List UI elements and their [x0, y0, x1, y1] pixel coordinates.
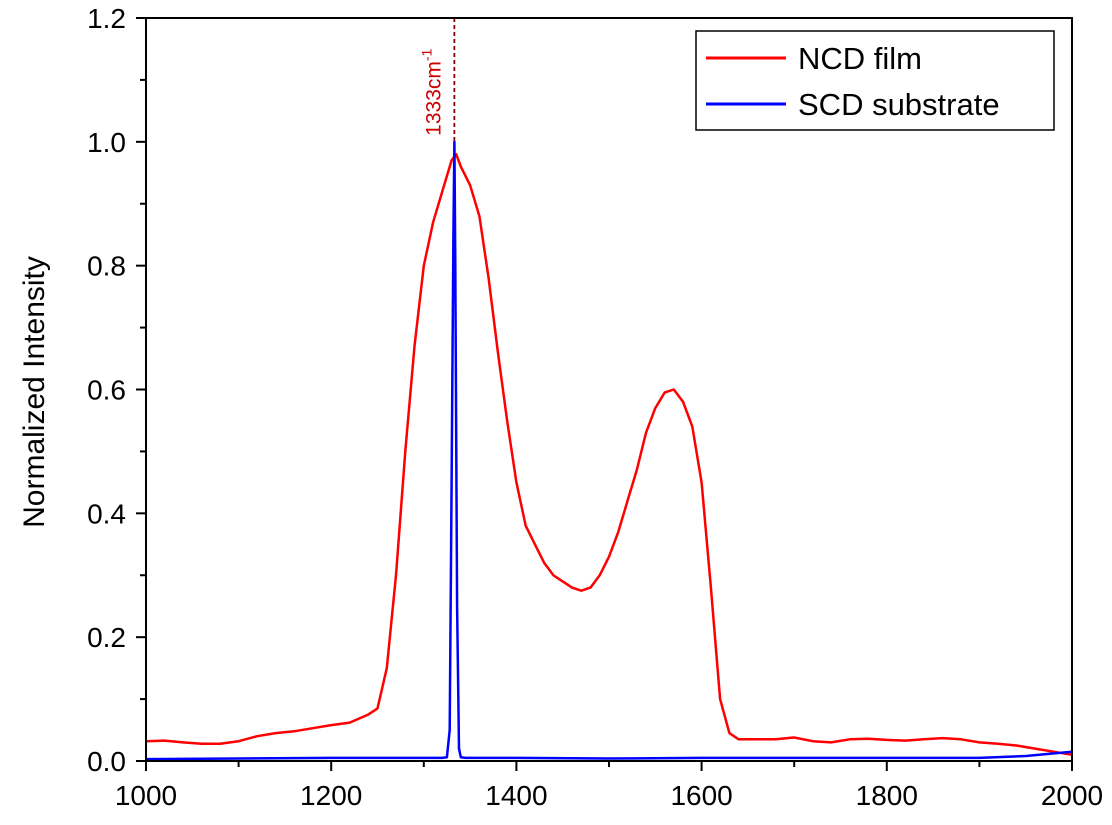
y-tick-label: 1.0	[87, 127, 126, 158]
x-tick-label: 1400	[485, 780, 547, 811]
legend: NCD film SCD substrate	[695, 30, 1055, 131]
x-tick-label: 1600	[670, 780, 732, 811]
y-tick-label: 1.2	[87, 3, 126, 34]
y-tick-label: 0.0	[87, 746, 126, 777]
legend-box	[695, 30, 1055, 131]
series-line-ncd-film	[146, 152, 1072, 757]
legend-label-scd-substrate: SCD substrate	[798, 87, 1000, 122]
x-tick-label: 1000	[115, 780, 177, 811]
x-tick-label: 2000	[1041, 780, 1103, 811]
y-tick-label: 0.8	[87, 251, 126, 282]
x-tick-label: 1200	[300, 780, 362, 811]
series-layer	[146, 140, 1072, 761]
annotation-layer: 1333cm-1	[418, 18, 456, 142]
y-tick-label: 0.2	[87, 622, 126, 653]
y-axis-title: Normalized Intensity	[18, 256, 51, 528]
y-tick-label: 0.6	[87, 375, 126, 406]
x-tick-label: 1800	[856, 780, 918, 811]
ticks-layer: 1000 1200 1400 1600 1800 2000 0.0 0.2 0.4 0.6 0.8 1…	[87, 3, 1103, 811]
peak-annotation-label: 1333cm-1	[418, 48, 445, 135]
series-line-scd-substrate	[146, 140, 1072, 761]
legend-label-ncd-film: NCD film	[798, 41, 922, 76]
y-tick-label: 0.4	[87, 498, 126, 529]
